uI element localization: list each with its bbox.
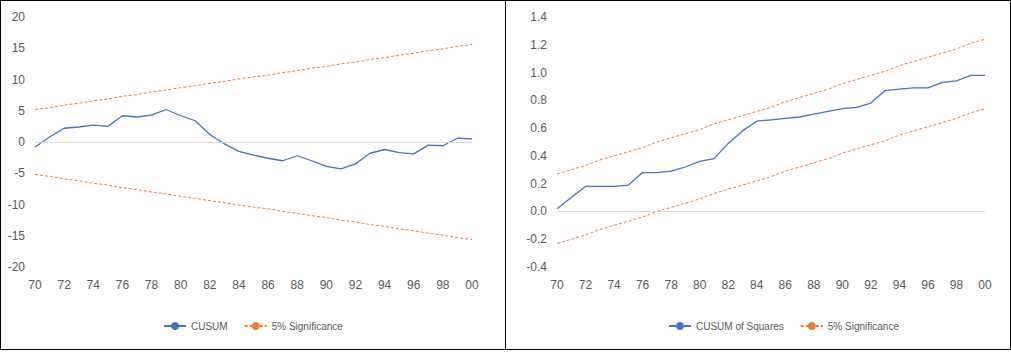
svg-text:74: 74	[607, 278, 621, 292]
svg-text:96: 96	[407, 278, 421, 292]
svg-text:92: 92	[864, 278, 878, 292]
svg-text:80: 80	[174, 278, 188, 292]
svg-text:1.0: 1.0	[530, 66, 547, 80]
svg-text:82: 82	[722, 278, 736, 292]
svg-text:84: 84	[232, 278, 246, 292]
svg-text:-15: -15	[8, 229, 26, 243]
svg-text:70: 70	[550, 278, 564, 292]
svg-text:78: 78	[664, 278, 678, 292]
svg-text:-0.4: -0.4	[526, 260, 547, 274]
svg-text:-5: -5	[14, 166, 25, 180]
svg-text:76: 76	[116, 278, 130, 292]
svg-text:78: 78	[145, 278, 159, 292]
svg-text:10: 10	[12, 73, 26, 87]
svg-text:-0.2: -0.2	[526, 232, 547, 246]
svg-text:0: 0	[18, 135, 25, 149]
svg-text:76: 76	[636, 278, 650, 292]
svg-text:92: 92	[349, 278, 363, 292]
svg-text:80: 80	[693, 278, 707, 292]
svg-text:15: 15	[12, 41, 26, 55]
svg-text:82: 82	[203, 278, 217, 292]
svg-text:0.8: 0.8	[530, 93, 547, 107]
svg-text:88: 88	[807, 278, 821, 292]
svg-text:70: 70	[28, 278, 42, 292]
svg-text:CUSUM of Squares: CUSUM of Squares	[696, 321, 784, 332]
svg-text:94: 94	[893, 278, 907, 292]
svg-text:5% Significance: 5% Significance	[828, 321, 900, 332]
svg-text:20: 20	[12, 10, 26, 24]
svg-text:72: 72	[57, 278, 71, 292]
svg-text:5% Significance: 5% Significance	[272, 321, 344, 332]
svg-text:5: 5	[18, 104, 25, 118]
svg-text:-10: -10	[8, 198, 26, 212]
svg-text:00: 00	[465, 278, 479, 292]
svg-text:86: 86	[261, 278, 275, 292]
svg-text:94: 94	[378, 278, 392, 292]
svg-text:1.4: 1.4	[530, 10, 547, 24]
svg-text:0.0: 0.0	[530, 204, 547, 218]
svg-text:00: 00	[978, 278, 992, 292]
svg-text:1.2: 1.2	[530, 38, 547, 52]
svg-text:-20: -20	[8, 260, 26, 274]
svg-text:88: 88	[291, 278, 305, 292]
svg-text:0.2: 0.2	[530, 177, 547, 191]
svg-text:72: 72	[579, 278, 593, 292]
svg-text:74: 74	[87, 278, 101, 292]
svg-text:0.6: 0.6	[530, 121, 547, 135]
svg-text:90: 90	[836, 278, 850, 292]
svg-text:98: 98	[436, 278, 450, 292]
svg-text:90: 90	[320, 278, 334, 292]
svg-text:84: 84	[750, 278, 764, 292]
svg-text:86: 86	[779, 278, 793, 292]
svg-text:CUSUM: CUSUM	[191, 321, 228, 332]
svg-text:98: 98	[950, 278, 964, 292]
svg-text:0.4: 0.4	[530, 149, 547, 163]
svg-text:96: 96	[921, 278, 935, 292]
